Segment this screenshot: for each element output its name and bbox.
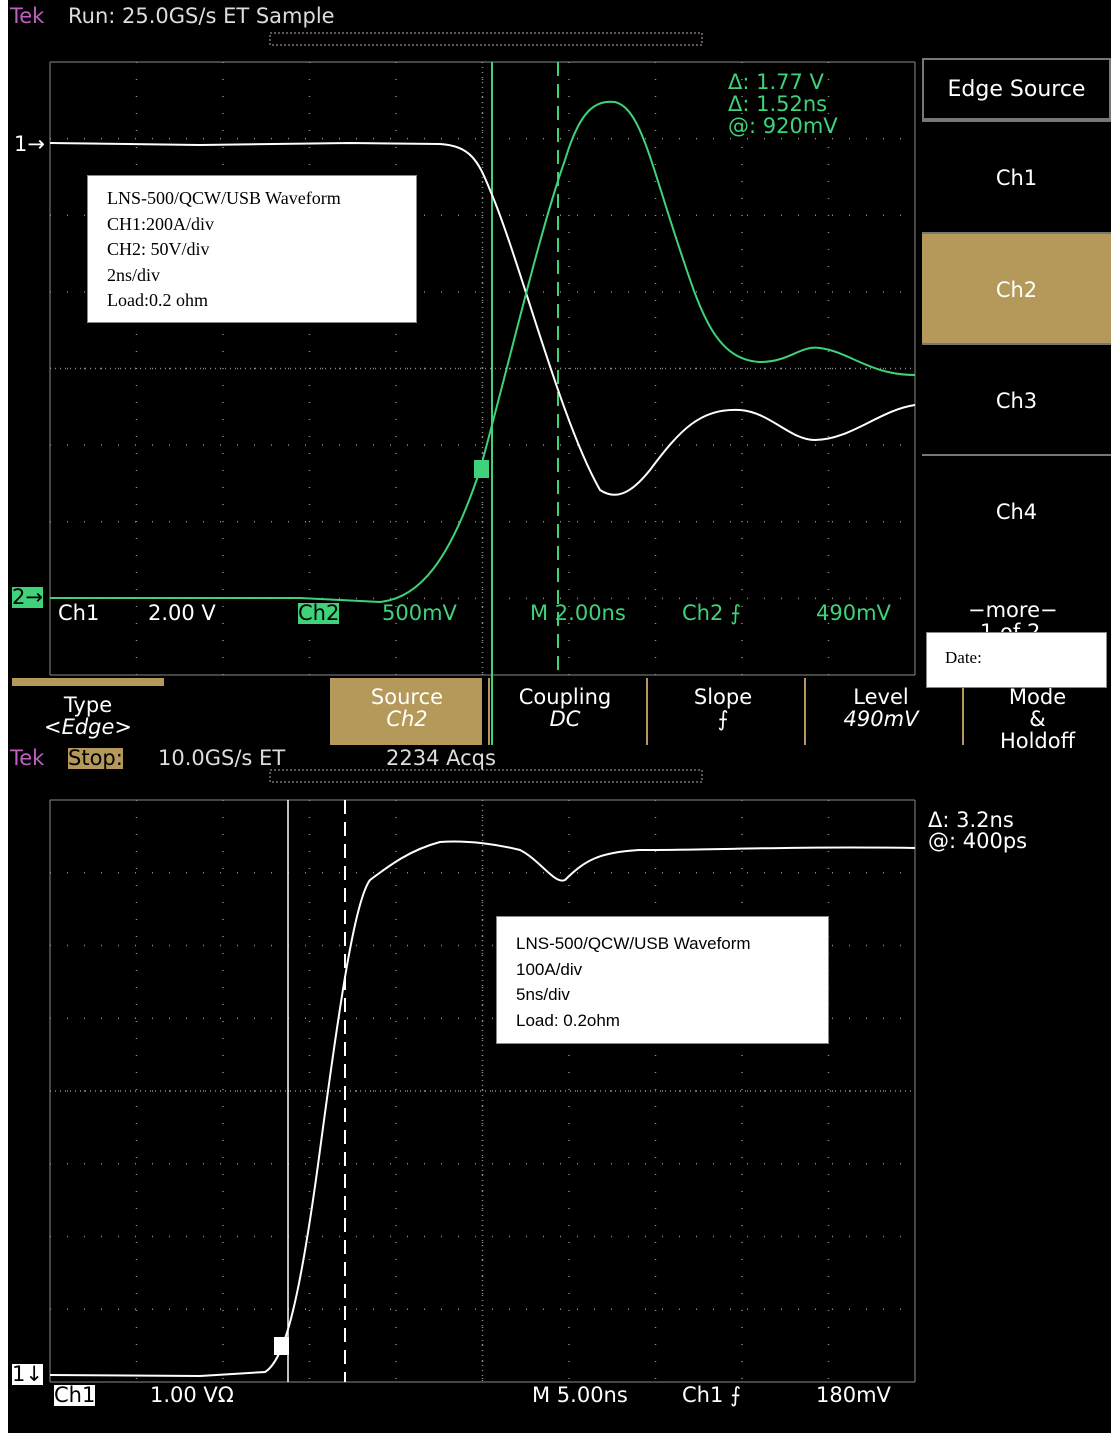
status-ch2: Ch2 [298,603,339,624]
page: Tek Run: 25.0GS/s ET Sample Δ: 1.77 V Δ:… [0,0,1111,1444]
tab-value: ⨍ [648,708,798,730]
trigger-marker [274,1337,289,1355]
menu-tab[interactable]: Mode& Holdoff [962,678,1111,745]
annotation-line: LNS-500/QCW/USB Waveform [107,186,416,212]
channel-marker: 1↓ [12,1364,43,1385]
channel-marker: 2→ [12,587,43,608]
tab-value: <Edge> [12,716,164,738]
readout: Δ: 1.77 V [728,72,824,93]
acq-count: 2234 Acqs [386,748,496,769]
record-bar [270,33,702,45]
timebase: M 2.00ns [530,603,626,624]
menu-more[interactable]: −more− [968,600,1058,621]
status-scale: 2.00 V [148,603,216,624]
trigger-level: 490mV [816,603,891,624]
annotation-line: Load:0.2 ohm [107,288,416,314]
tab-label: Type [12,694,164,716]
readout: Δ: 3.2ns [928,810,1014,831]
menu-tab[interactable]: Type<Edge> [12,678,164,745]
annotation-box: LNS-500/QCW/USB Waveform 100A/div 5ns/di… [496,916,829,1044]
status-scale: 1.00 VΩ [150,1385,234,1406]
annotation-line: 5ns/div [516,982,828,1008]
menu-title: Edge Source [922,58,1111,120]
date-box: Date: [926,632,1107,688]
menu-item[interactable]: Ch1 [922,120,1111,234]
trigger-source: Ch1 ⨍ [682,1385,741,1406]
tab-label: Coupling [490,686,640,708]
acq-status: Run: 25.0GS/s ET Sample [68,6,335,27]
readout: Δ: 1.52ns [728,94,827,115]
annotation-line: CH2: 50V/div [107,237,416,263]
tab-value: 490mV [806,708,956,730]
menu-tab[interactable]: Slope⨍ [646,678,798,745]
tab-label: Level [806,686,956,708]
status-ch1: Ch1 [58,603,99,624]
tab-label: Mode [964,686,1111,708]
trigger-source: Ch2 ⨍ [682,603,741,624]
menu-item[interactable]: Ch4 [922,454,1111,567]
acq-rate: 10.0GS/s ET [158,748,285,769]
annotation-line: CH1:200A/div [107,212,416,238]
record-bar [270,770,702,782]
brand: Tek [10,6,44,27]
tab-label: Slope [648,686,798,708]
annotation-line: 2ns/div [107,263,416,289]
readout: @: 920mV [728,116,838,137]
acq-state: Stop: [68,748,123,769]
tab-value: & Holdoff [993,708,1083,752]
readout: @: 400ps [928,831,1027,852]
annotation-line: LNS-500/QCW/USB Waveform [516,931,828,957]
tab-label: Source [332,686,482,708]
trigger-level: 180mV [816,1385,891,1406]
annotation-line: 100A/div [516,957,828,983]
channel-marker: 1→ [14,134,45,155]
tab-value: DC [490,708,640,730]
trigger-marker [474,460,489,478]
annotation-box: LNS-500/QCW/USB Waveform CH1:200A/div CH… [87,175,417,323]
status-ch1: Ch1 [54,1385,95,1406]
status-scale: 500mV [382,603,457,624]
tab-value: Ch2 [332,708,482,730]
menu-item[interactable]: Ch3 [922,343,1111,456]
brand: Tek [10,748,44,769]
annotation-line: Load: 0.2ohm [516,1008,828,1034]
timebase: M 5.00ns [532,1385,628,1406]
menu-item[interactable]: Ch2 [922,232,1111,345]
